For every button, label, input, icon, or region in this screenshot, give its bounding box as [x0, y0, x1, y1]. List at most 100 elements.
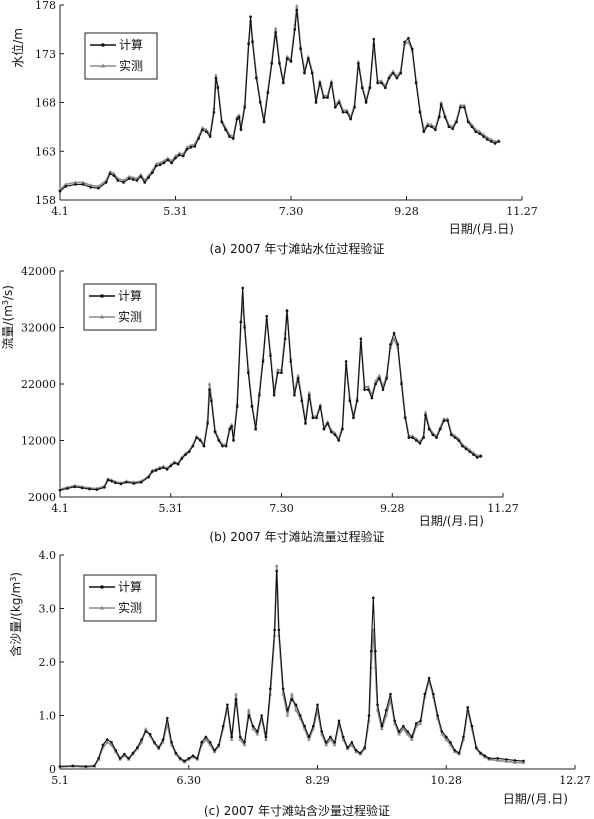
x-tick-label: 10.28	[431, 774, 463, 787]
caption-a: (a) 2007 年寸滩站水位过程验证	[210, 241, 385, 256]
point-computed	[269, 354, 272, 358]
ylabel-sediment: 含沙量/(kg/m3)	[8, 572, 23, 657]
point-measured	[332, 742, 337, 747]
point-computed	[285, 309, 289, 312]
point-computed	[436, 714, 439, 717]
point-computed	[224, 444, 228, 448]
point-computed	[148, 732, 152, 736]
point-computed	[387, 76, 391, 80]
point-measured	[214, 73, 218, 77]
point-computed	[261, 360, 265, 363]
y-tick-label: 168	[35, 97, 56, 110]
x-tick-label: 11.27	[506, 205, 538, 218]
point-computed	[367, 714, 371, 717]
point-measured	[425, 121, 430, 126]
point-computed	[294, 703, 298, 707]
point-computed	[352, 416, 355, 420]
point-computed	[144, 730, 148, 733]
point-computed	[464, 447, 468, 451]
point-computed	[204, 735, 208, 739]
point-computed	[235, 117, 239, 121]
x-tick-label: 5.1	[51, 774, 69, 787]
point-measured	[264, 737, 268, 741]
point-computed	[410, 735, 414, 739]
point-computed	[114, 481, 117, 485]
point-computed	[333, 433, 337, 437]
xlabel-date: 日期/(月.日)	[449, 222, 514, 236]
legend-measured-a: 实测	[119, 58, 143, 73]
y-tick-label: 173	[35, 48, 56, 61]
point-computed	[202, 444, 206, 448]
point-computed	[450, 433, 453, 437]
point-computed	[466, 120, 470, 124]
point-measured	[392, 336, 396, 341]
point-computed	[359, 751, 362, 755]
y-tick-label: 32000	[21, 322, 56, 335]
point-computed	[270, 62, 274, 65]
point-measured	[423, 410, 428, 414]
point-computed	[208, 135, 212, 138]
point-computed	[95, 488, 99, 491]
point-computed	[104, 181, 108, 184]
x-tick-label: 7.30	[279, 205, 304, 218]
point-measured	[462, 103, 467, 107]
point-measured	[251, 726, 255, 731]
point-computed	[414, 722, 418, 725]
point-computed	[326, 96, 329, 99]
point-computed	[289, 360, 293, 363]
point-computed	[407, 36, 410, 40]
point-computed	[205, 130, 208, 134]
point-computed	[443, 115, 447, 119]
point-computed	[407, 436, 411, 439]
point-measured	[477, 129, 482, 134]
point-computed	[447, 125, 451, 129]
point-computed	[73, 485, 77, 489]
point-computed	[369, 650, 373, 653]
y-tick-label: 178	[35, 0, 56, 12]
point-computed	[213, 748, 216, 752]
point-computed	[210, 399, 213, 403]
point-computed	[423, 692, 427, 696]
point-measured	[63, 182, 68, 186]
point-computed	[119, 482, 123, 486]
point-computed	[187, 757, 191, 760]
point-computed	[451, 127, 455, 131]
xlabel-date: 日期/(月.日)	[503, 792, 568, 806]
point-measured	[144, 726, 148, 731]
point-computed	[299, 714, 302, 717]
point-computed	[114, 748, 118, 752]
point-computed	[286, 708, 289, 712]
point-computed	[238, 735, 242, 739]
point-computed	[406, 730, 409, 733]
point-computed	[359, 337, 363, 341]
point-computed	[128, 177, 131, 180]
point-computed	[402, 724, 405, 728]
point-computed	[354, 748, 358, 752]
point-computed	[180, 457, 184, 460]
point-computed	[435, 436, 438, 439]
point-computed	[221, 724, 225, 728]
point-computed	[457, 751, 461, 755]
point-computed	[316, 703, 319, 707]
series-line-measured	[59, 5, 500, 190]
point-computed	[329, 735, 332, 739]
point-computed	[430, 125, 433, 129]
point-measured	[458, 103, 463, 107]
point-computed	[66, 487, 69, 490]
point-computed	[389, 343, 392, 346]
point-computed	[363, 746, 367, 749]
point-computed	[255, 76, 258, 80]
point-computed	[399, 71, 403, 75]
point-measured	[73, 180, 78, 184]
point-computed	[217, 439, 221, 442]
point-measured	[161, 740, 165, 744]
point-computed	[374, 382, 377, 386]
point-measured	[324, 742, 328, 747]
legend-computed-b: 计算	[118, 288, 142, 303]
point-computed	[178, 153, 181, 157]
point-computed	[191, 444, 195, 448]
point-computed	[449, 740, 452, 744]
point-computed	[189, 146, 193, 149]
y-tick-label: 2.0	[39, 656, 57, 669]
point-measured	[89, 183, 93, 187]
